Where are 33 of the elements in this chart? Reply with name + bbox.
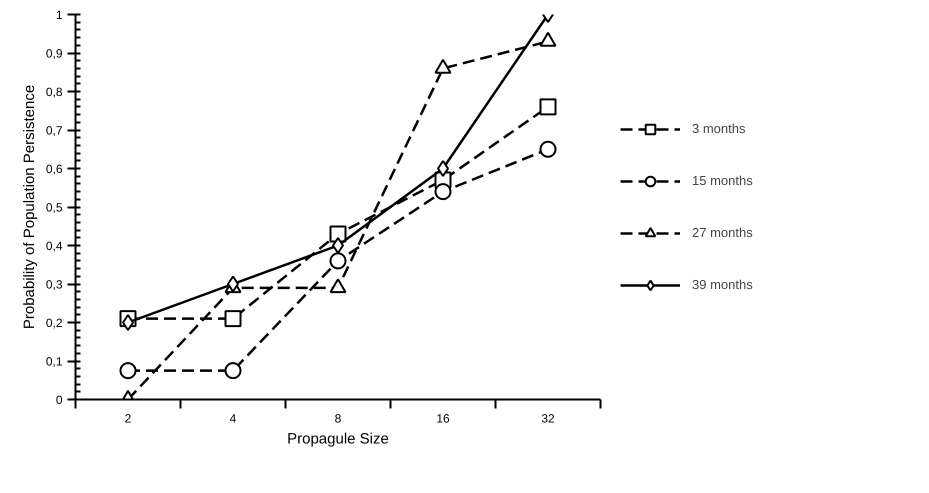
x-tick-label: 8 [334,412,342,426]
point [122,314,134,331]
point [540,98,556,116]
y-tick-label: 0,4 [46,239,63,253]
y-tick-label: 0,9 [46,46,63,60]
point [540,140,556,158]
legend-label: 15 months [692,173,753,188]
x-axis-title: Propagule Size [287,430,389,448]
point [224,310,242,328]
y-tick-label: 0,2 [46,316,63,330]
y-tick-label: 0,1 [46,354,63,368]
point [434,183,452,200]
y-tick-label: 0,8 [46,85,63,99]
point [332,237,344,254]
point [120,362,136,380]
y-tick-label: 0,3 [46,278,63,292]
y-axis-title: Probability of Population Persistence [20,84,38,330]
y-tick-label: 0,6 [46,162,63,176]
x-tick-label: 16 [436,412,450,426]
point [227,276,239,292]
point [437,160,449,177]
y-tick-label: 1 [56,8,63,22]
x-tick-label: 32 [541,412,555,426]
x-tick-label: 4 [230,412,237,426]
point [330,252,346,270]
x-tick-label: 2 [124,412,132,426]
y-tick-label: 0,5 [46,200,63,214]
y-tick-label: 0,7 [46,124,63,138]
legend-label: 27 months [692,225,753,240]
legend-label: 39 months [692,277,753,292]
point [224,362,242,380]
legend-label: 3 months [692,121,746,136]
y-tick-label: 0 [56,393,63,407]
